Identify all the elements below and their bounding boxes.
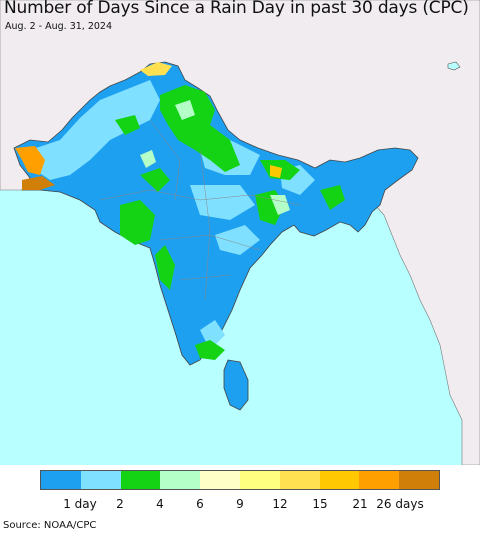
legend-label: 15 xyxy=(312,497,328,511)
legend-label: 2 xyxy=(116,497,124,511)
legend-swatch xyxy=(239,471,280,489)
map-subtitle: Aug. 2 - Aug. 31, 2024 xyxy=(5,21,112,32)
rain-day-map xyxy=(0,0,480,465)
legend-label: 4 xyxy=(156,497,164,511)
legend-swatch xyxy=(41,471,81,489)
legend-label: 26 days xyxy=(376,497,424,511)
legend-labels: 1 day 2 4 6 9 12 15 21 26 days xyxy=(0,497,480,513)
lake xyxy=(447,61,461,71)
legend-label: 21 xyxy=(352,497,368,511)
legend-swatch xyxy=(399,471,439,489)
legend-swatch xyxy=(279,471,320,489)
source-credit: Source: NOAA/CPC xyxy=(3,520,97,531)
legend-swatch xyxy=(120,471,161,489)
internal-boundaries xyxy=(99,119,301,301)
legend-label: 6 xyxy=(196,497,204,511)
sri-lanka xyxy=(223,359,249,411)
legend-swatch xyxy=(200,471,240,489)
legend-swatch xyxy=(80,471,121,489)
legend-swatch xyxy=(319,471,360,489)
legend-swatch xyxy=(160,471,201,489)
legend-label: 12 xyxy=(272,497,288,511)
legend-label: 9 xyxy=(236,497,244,511)
legend-label: 1 day xyxy=(63,497,97,511)
map-title: Number of Days Since a Rain Day in past … xyxy=(4,0,469,18)
legend-swatch xyxy=(359,471,400,489)
color-legend xyxy=(40,470,440,490)
zone-2-days xyxy=(30,80,315,350)
